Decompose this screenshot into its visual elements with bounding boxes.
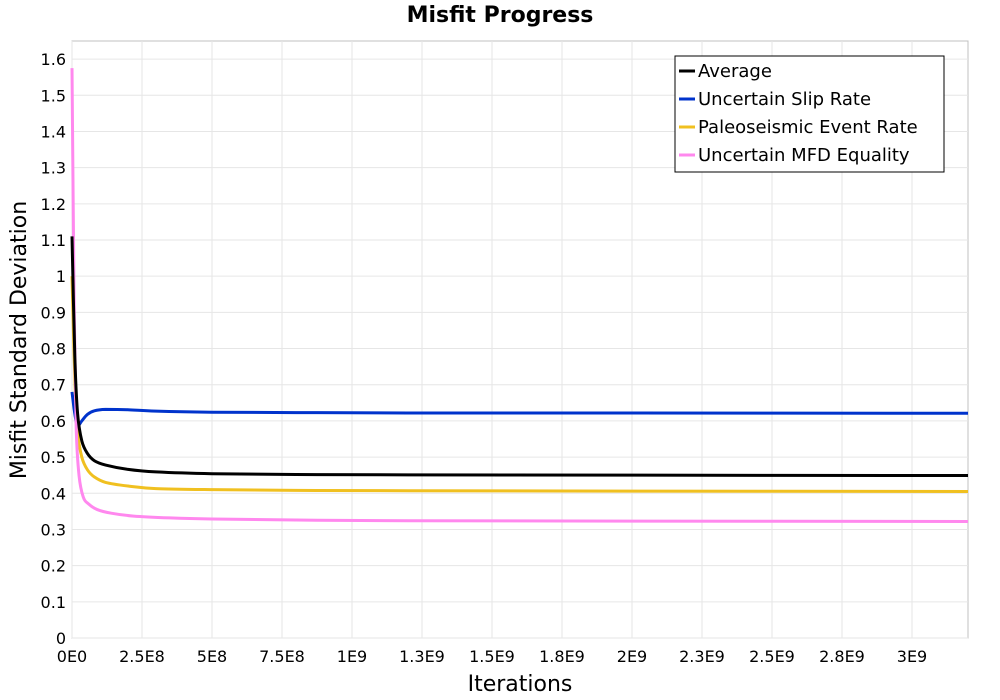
x-axis-ticks: 0E0 2.5E8 5E8 7.5E8 1E9 1.3E9 1.5E9 1.8E9 2E9 2.3…: [57, 647, 927, 666]
x-tick-label: 0E0: [57, 647, 87, 666]
x-tick-label: 3E9: [897, 647, 927, 666]
y-tick-label: 0.3: [41, 520, 66, 539]
x-tick-label: 1.5E9: [469, 647, 515, 666]
y-tick-label: 0.5: [41, 448, 66, 467]
y-tick-label: 0.2: [41, 557, 66, 576]
x-tick-label: 1.3E9: [399, 647, 445, 666]
y-tick-label: 0.8: [41, 340, 66, 359]
x-tick-label: 2.8E9: [819, 647, 865, 666]
y-tick-label: 0: [56, 629, 66, 648]
x-tick-label: 2.5E8: [119, 647, 165, 666]
y-tick-label: 1.1: [41, 231, 66, 250]
y-tick-label: 1.6: [41, 50, 66, 69]
x-tick-label: 1.8E9: [539, 647, 585, 666]
y-tick-label: 1.4: [41, 122, 66, 141]
y-axis-ticks: 0 0.1 0.2 0.3 0.4 0.5 0.6 0.7 0.8 0.9 1 1.1 1.2 1.3 1.…: [41, 50, 66, 648]
y-tick-label: 0.1: [41, 593, 66, 612]
legend-label-uncertain-mfd-equality: Uncertain MFD Equality: [698, 145, 910, 166]
series-line-paleoseismic-event-rate: [70, 276, 969, 493]
x-tick-label: 1E9: [337, 647, 367, 666]
y-tick-label: 0.9: [41, 303, 66, 322]
legend-label-paleoseismic-event-rate: Paleoseismic Event Rate: [698, 117, 918, 138]
x-tick-label: 2.5E9: [749, 647, 795, 666]
y-tick-label: 0.6: [41, 412, 66, 431]
x-tick-label: 7.5E8: [259, 647, 305, 666]
x-tick-label: 2E9: [617, 647, 647, 666]
y-tick-label: 1.2: [41, 195, 66, 214]
series-line-average: [70, 236, 969, 478]
grid: [71, 41, 968, 639]
x-axis-label: Iterations: [468, 672, 573, 697]
y-tick-label: 1.5: [41, 86, 66, 105]
y-axis-label: Misfit Standard Deviation: [7, 201, 32, 479]
x-tick-label: 5E8: [197, 647, 227, 666]
series-line-uncertain-mfd-equality: [70, 68, 969, 523]
legend: Average Uncertain Slip Rate Paleoseismic E…: [674, 55, 945, 173]
y-tick-label: 1: [56, 267, 66, 286]
y-tick-label: 0.4: [41, 484, 66, 503]
x-tick-label: 2.3E9: [679, 647, 725, 666]
y-tick-label: 1.3: [41, 159, 66, 178]
y-tick-label: 0.7: [41, 376, 66, 395]
series-lines: [70, 68, 969, 523]
legend-label-uncertain-slip-rate: Uncertain Slip Rate: [698, 89, 871, 110]
legend-box: [674, 55, 945, 173]
chart-title: Misfit Progress: [407, 3, 594, 28]
legend-label-average: Average: [698, 61, 772, 82]
